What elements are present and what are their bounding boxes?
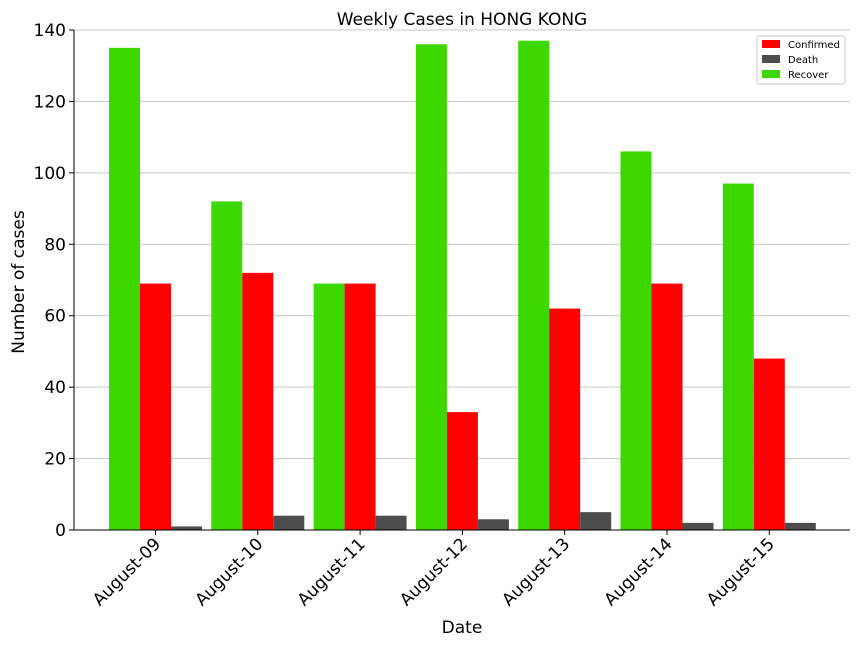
bar-confirmed-august-13 [549, 308, 581, 530]
bar-confirmed-august-14 [651, 283, 683, 530]
y-tick-label: 120 [34, 92, 66, 112]
y-axis-label: Number of cases [9, 210, 29, 354]
legend-label-recover: Recover [788, 70, 829, 81]
x-tick-label: August-13 [498, 534, 574, 610]
bar-confirmed-august-09 [140, 283, 171, 530]
bar-recover-august-15 [722, 183, 754, 531]
y-tick-label: 20 [44, 450, 66, 470]
chart-title: Weekly Cases in HONG KONG [337, 10, 587, 30]
bar-recover-august-11 [313, 283, 345, 530]
bar-death-august-15 [784, 522, 816, 530]
bar-death-august-10 [273, 515, 305, 530]
y-tick-label: 140 [34, 21, 66, 41]
bar-recover-august-12 [415, 44, 447, 531]
bar-confirmed-august-11 [344, 283, 376, 530]
y-tick-labels: 0 20 40 60 80 100 120 140 [34, 21, 74, 541]
legend: Confirmed Death Recover [756, 35, 846, 85]
x-tick-labels: August-09 August-10 August-11 August-12 Augu… [89, 530, 779, 610]
legend-swatch-death [762, 55, 780, 63]
bar-death-august-09 [171, 526, 202, 530]
bars [109, 40, 816, 531]
y-tick-label: 60 [44, 307, 66, 327]
bar-recover-august-14 [620, 151, 652, 530]
bar-confirmed-august-12 [446, 412, 478, 530]
bar-recover-august-13 [518, 40, 550, 530]
bar-recover-august-09 [109, 47, 140, 530]
x-axis-label: Date [442, 618, 483, 638]
legend-swatch-recover [762, 70, 780, 78]
y-tick-label: 40 [44, 378, 66, 398]
bar-death-august-13 [580, 512, 612, 530]
y-tick-label: 100 [34, 164, 66, 184]
bar-death-august-14 [682, 522, 714, 530]
legend-swatch-confirmed [762, 40, 780, 48]
y-tick-label: 0 [55, 521, 66, 541]
x-tick-label: August-09 [89, 534, 165, 610]
bar-death-august-11 [375, 515, 407, 530]
bar-recover-august-10 [211, 201, 243, 530]
x-tick-label: August-11 [294, 534, 370, 610]
legend-label-confirmed: Confirmed [788, 40, 840, 51]
gridlines [74, 29, 850, 460]
legend-label-death: Death [788, 55, 818, 66]
x-tick-label: August-12 [396, 534, 472, 610]
bar-confirmed-august-10 [242, 272, 274, 530]
y-tick-label: 80 [44, 235, 66, 255]
bar-death-august-12 [477, 519, 509, 530]
x-tick-label: August-14 [601, 534, 677, 610]
bar-confirmed-august-15 [753, 358, 785, 530]
x-tick-label: August-10 [191, 534, 267, 610]
x-tick-label: August-15 [703, 534, 779, 610]
